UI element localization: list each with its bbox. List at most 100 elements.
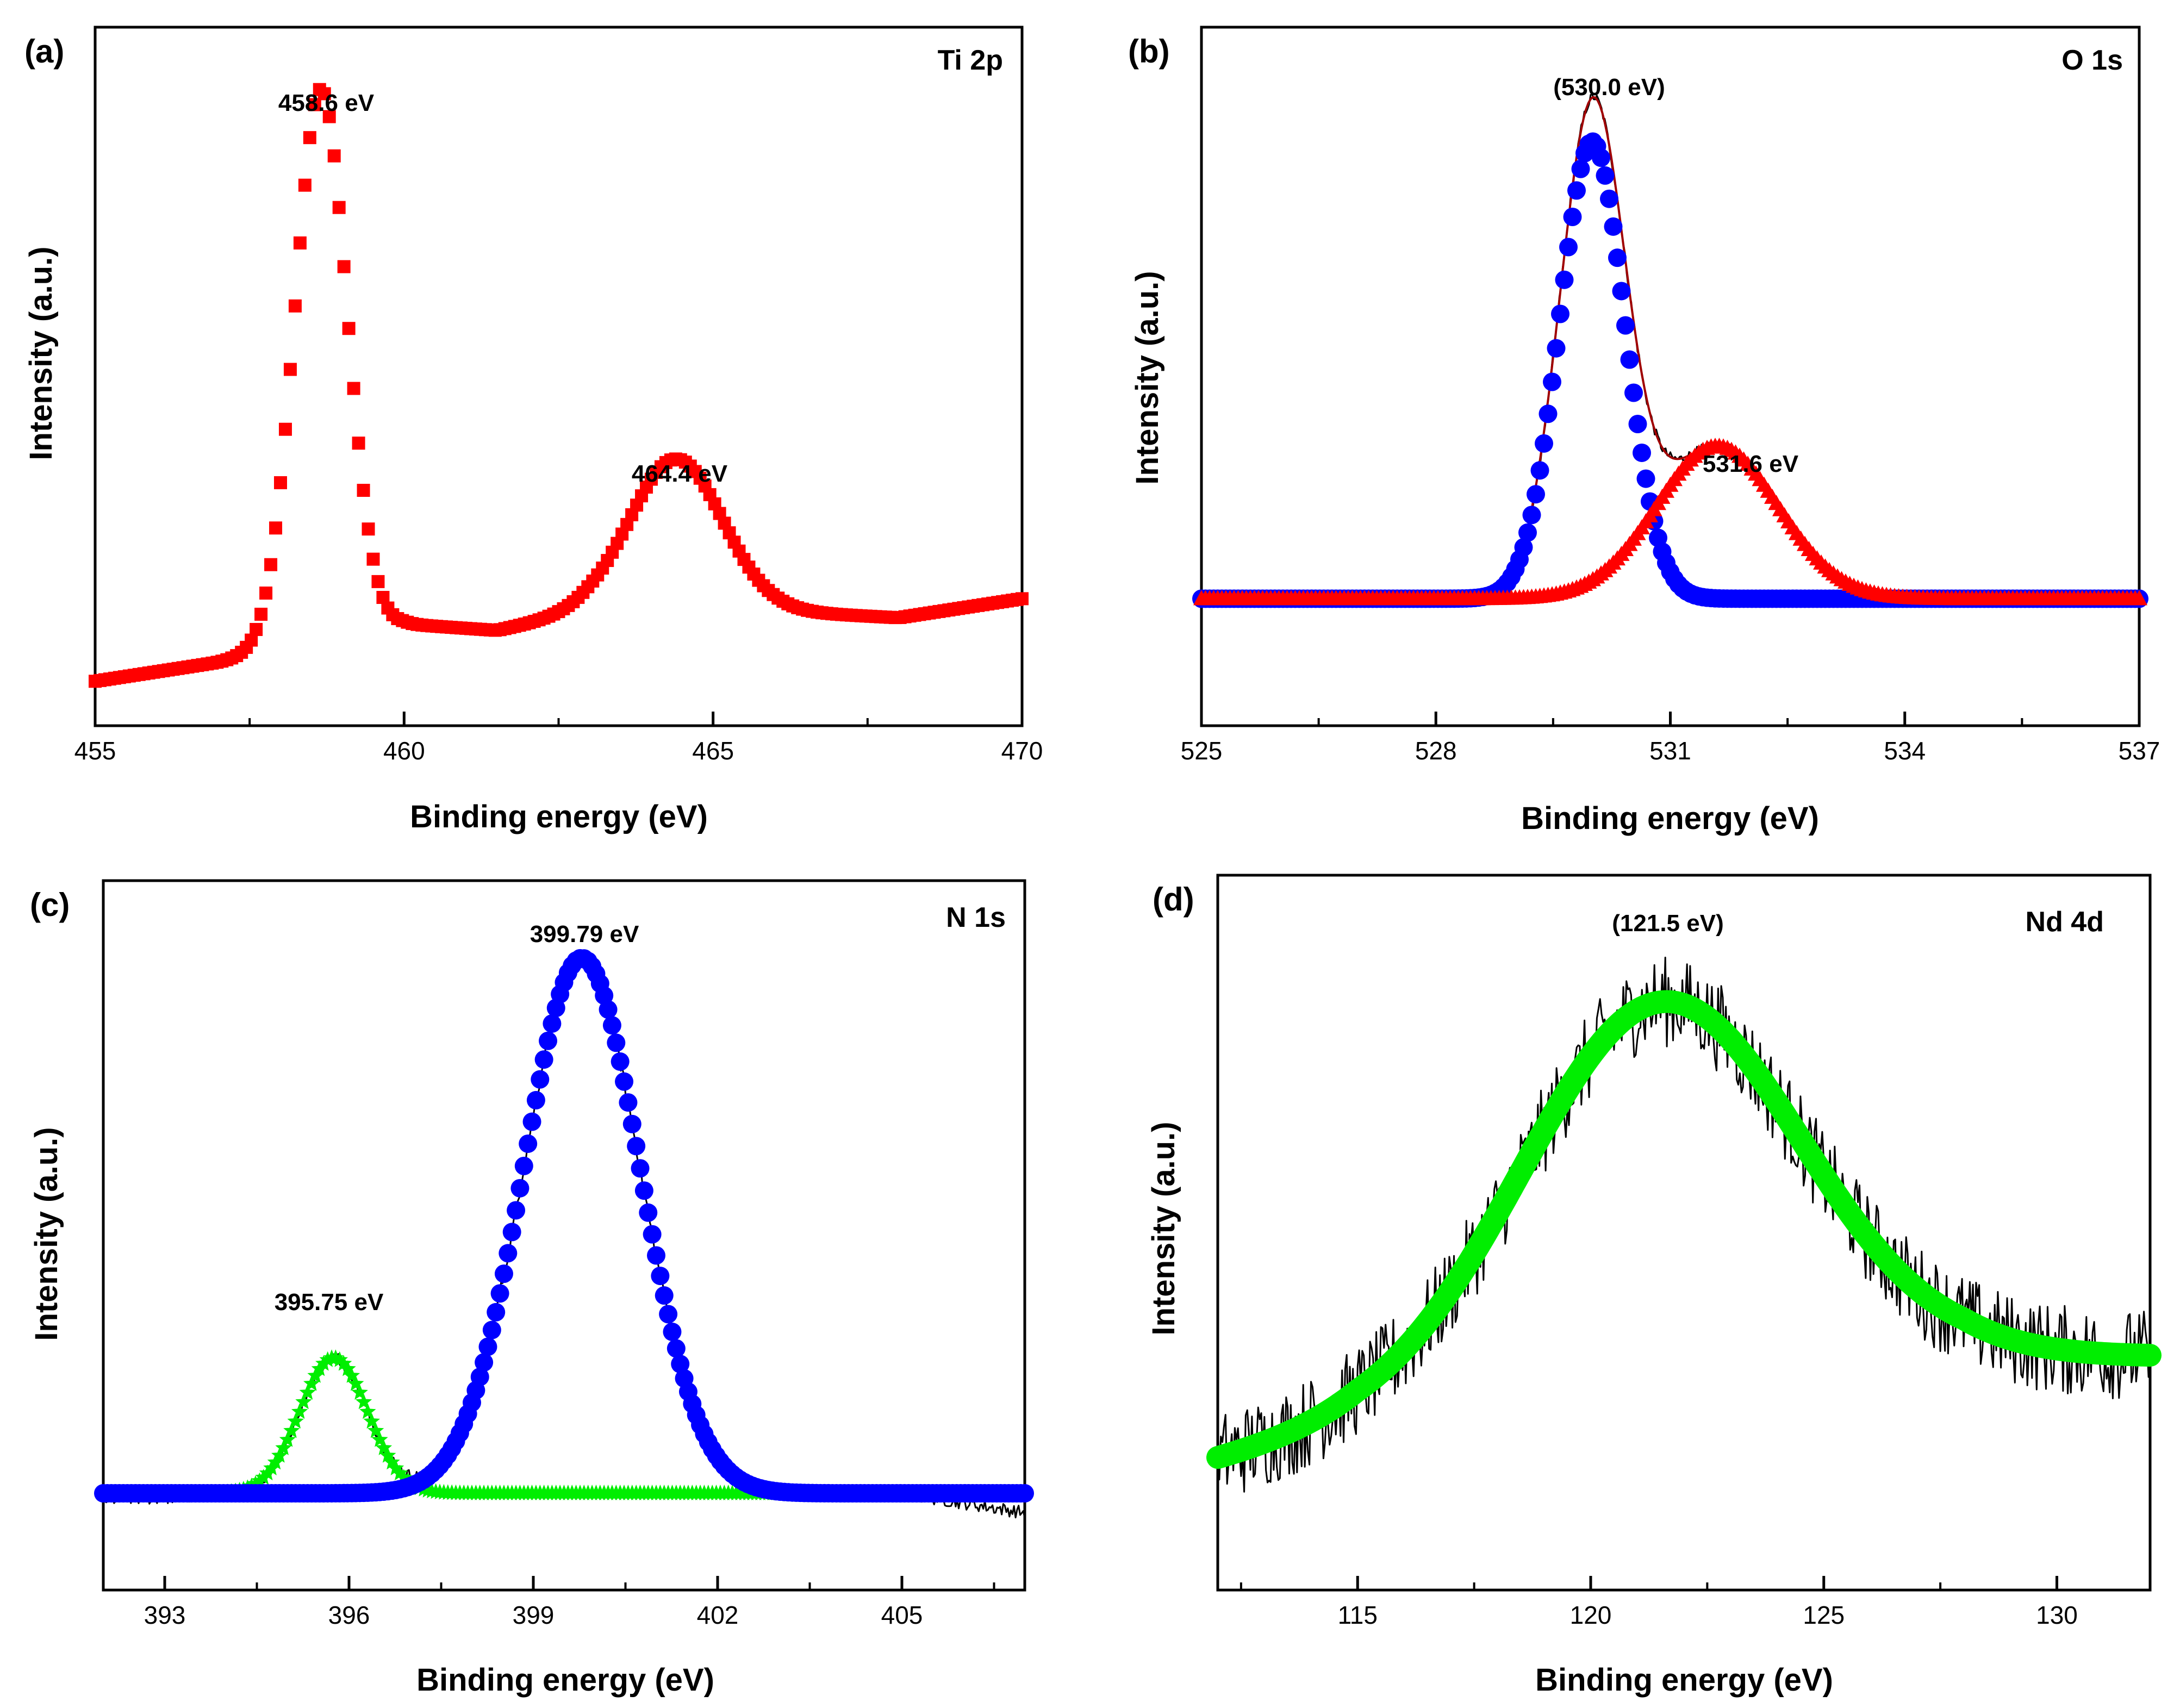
data-point [534, 1050, 553, 1069]
spectrum-tag-a: Ti 2p [938, 45, 1003, 76]
data-point [291, 1403, 308, 1419]
data-point [363, 1413, 380, 1429]
series-line-raw [102, 952, 1026, 1519]
series-markers-530-0-component [1192, 132, 2148, 608]
data-point [595, 986, 614, 1005]
data-point [1567, 181, 1586, 200]
data-point [1522, 506, 1541, 525]
data-point [1628, 414, 1647, 433]
data-point [250, 622, 263, 636]
data-point [362, 522, 375, 536]
x-tick-label: 393 [144, 1601, 186, 1629]
data-point [347, 1375, 364, 1391]
data-point [322, 110, 336, 123]
data-point [531, 1070, 550, 1089]
data-point [335, 1355, 352, 1371]
data-point [475, 1353, 494, 1372]
peak-label-b-1: (530.0 eV) [1553, 74, 1665, 101]
data-point [659, 1305, 678, 1324]
data-point [1571, 159, 1590, 178]
data-point [271, 1447, 288, 1463]
data-point [627, 1137, 646, 1156]
data-point [254, 607, 268, 621]
data-point [1551, 304, 1569, 323]
plot-frame-d [1216, 874, 2152, 1592]
data-point [351, 1383, 368, 1400]
data-point [1604, 217, 1623, 236]
data-point [619, 1093, 638, 1112]
data-point [303, 131, 316, 145]
plot-frame-b [1200, 26, 2141, 727]
y-axis-title-b: Intensity (a.u.) [1130, 271, 1165, 484]
series-layer-b [1192, 93, 2148, 608]
series-markers-ti-2p [89, 83, 1029, 688]
data-point [490, 1284, 509, 1303]
data-point [1527, 485, 1545, 504]
data-point [283, 363, 297, 376]
data-point [510, 1179, 530, 1198]
data-point [502, 1223, 521, 1242]
data-point [279, 1431, 296, 1447]
x-ticks-d: 115 120 125 130 [1240, 1576, 2078, 1629]
data-point [1612, 282, 1631, 301]
data-point [295, 1393, 312, 1410]
data-point [671, 1355, 690, 1374]
peak-label-a-1: 458.6 eV [278, 90, 375, 116]
data-point [371, 1431, 388, 1447]
data-point [359, 1403, 376, 1419]
data-point [352, 437, 365, 450]
x-tick-label: 460 [383, 737, 425, 765]
spectrum-tag-d: Nd 4d [2026, 906, 2104, 938]
data-point [288, 299, 302, 313]
data-point [275, 1439, 292, 1455]
y-axis-title-a: Intensity (a.u.) [23, 246, 59, 460]
peak-label-d-1: (121.5 eV) [1612, 910, 1723, 937]
data-point [1563, 208, 1582, 227]
data-point [663, 1323, 682, 1342]
data-point [1600, 189, 1618, 208]
x-tick-label: 528 [1415, 737, 1457, 765]
data-point [607, 1033, 626, 1052]
data-point [494, 1264, 513, 1283]
data-point [651, 1267, 670, 1286]
peak-label-c-2: 399.79 eV [530, 921, 639, 947]
data-point [274, 476, 287, 489]
x-axis-title-c: Binding energy (eV) [416, 1662, 714, 1698]
data-point [339, 1360, 356, 1376]
data-point [319, 1351, 336, 1367]
series-layer-a [89, 83, 1029, 688]
peak-label-c-1: 395.75 eV [275, 1289, 384, 1316]
data-point [395, 1469, 412, 1485]
x-tick-label: 405 [881, 1601, 923, 1629]
data-point [308, 98, 321, 111]
data-point [1559, 238, 1578, 257]
data-point [379, 1447, 396, 1463]
data-point [269, 521, 283, 535]
peak-label-b-2: 531.6 eV [1703, 451, 1799, 477]
x-tick-label: 470 [1001, 737, 1043, 765]
data-point [622, 1114, 641, 1133]
data-point [611, 1052, 630, 1071]
x-tick-label: 130 [2036, 1601, 2078, 1629]
data-point [1596, 166, 1615, 185]
series-line-raw [1217, 956, 2151, 1493]
data-point [383, 1454, 400, 1470]
x-ticks-a: 455 460 465 470 [74, 712, 1043, 765]
series-markers-395-75-component [95, 1349, 1033, 1500]
data-point [1592, 148, 1610, 167]
data-point [247, 1475, 264, 1491]
data-point [337, 260, 351, 273]
data-point [526, 1090, 545, 1109]
data-point [1616, 316, 1635, 335]
data-point [1514, 538, 1533, 557]
x-axis-title-d: Binding energy (eV) [1535, 1662, 1833, 1698]
data-point [1624, 383, 1643, 402]
x-axis-title-a: Binding energy (eV) [410, 799, 708, 834]
peak-label-a-2: 464.4 eV [632, 460, 728, 487]
data-point [278, 422, 292, 436]
data-point [602, 1016, 621, 1035]
data-point [264, 558, 278, 571]
data-point [1620, 350, 1639, 369]
data-point [327, 149, 341, 163]
panel-b-o-1s: 525 528 531 534 537 (b) O 1s (530.0 eV) 531.… [1128, 26, 2160, 836]
